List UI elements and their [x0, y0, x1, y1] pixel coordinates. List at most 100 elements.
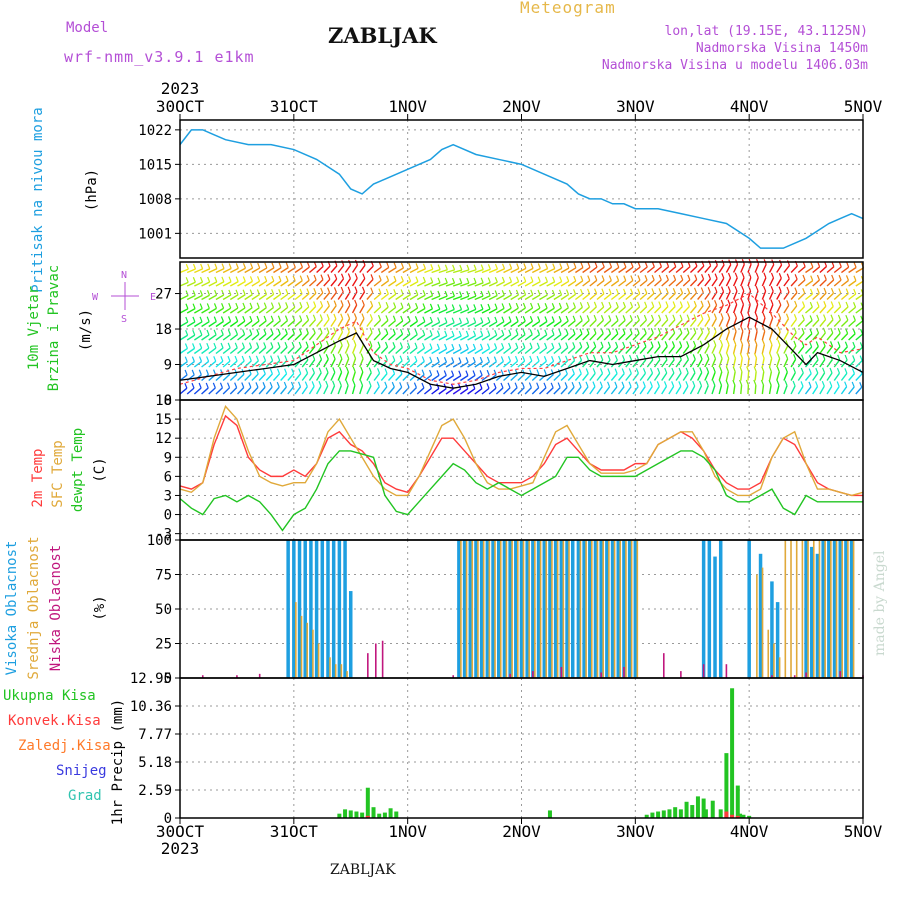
- wind-barb: [567, 267, 577, 274]
- cloud-mid-bar: [346, 671, 348, 678]
- precip-total-bar: [337, 813, 342, 818]
- wind-barb-flag: [326, 340, 330, 347]
- cloud-high-bar: [553, 540, 558, 678]
- wind-barb-flag: [306, 275, 310, 281]
- wind-barb: [646, 359, 654, 368]
- wind-barb: [208, 387, 216, 395]
- wind-barb: [294, 346, 302, 354]
- wind-barb: [445, 361, 455, 368]
- wind-barb-flag: [769, 353, 773, 359]
- wind-barb: [596, 306, 605, 314]
- y-tick-label: 18: [155, 393, 172, 409]
- wind-barb: [632, 279, 641, 287]
- wind-barb-flag: [823, 287, 827, 294]
- wind-barb: [366, 265, 374, 273]
- wind-barb: [387, 386, 395, 395]
- cloud-high-bar: [775, 602, 780, 678]
- cloud-mid-bar: [471, 540, 474, 678]
- wind-barb-flag: [318, 354, 323, 360]
- sfc-temp-line: [179, 405, 864, 497]
- wind-barb-flag: [472, 343, 476, 350]
- wind-barb-flag: [719, 353, 723, 359]
- cloud-high-bar: [320, 540, 325, 678]
- wind-barb: [538, 387, 547, 395]
- wind-barb-flag: [184, 382, 188, 389]
- wind-barb-flag: [430, 290, 434, 296]
- wind-barb: [689, 318, 697, 327]
- wind-barb: [215, 334, 224, 341]
- wind-barb: [819, 265, 827, 274]
- wind-barb-flag: [579, 315, 583, 321]
- wind-barb-flag: [734, 299, 738, 305]
- wind-barb-flag: [671, 341, 675, 347]
- wind-barb: [618, 386, 625, 395]
- cloud-high-bar: [582, 540, 586, 678]
- wind-barb: [438, 321, 448, 328]
- wind-barb-flag: [844, 354, 848, 361]
- wind-barb: [632, 346, 640, 354]
- wind-barb: [812, 332, 820, 341]
- wind-barb: [783, 358, 789, 368]
- y-tick-label: 1008: [138, 192, 172, 208]
- wind-barb-flag: [385, 301, 389, 308]
- wind-barb-flag: [714, 286, 718, 293]
- wind-barb-flag: [586, 301, 590, 308]
- wind-barb-flag: [762, 299, 766, 305]
- cloud-mid-bar: [636, 540, 639, 678]
- wind-barb: [510, 360, 519, 368]
- wind-barb: [725, 344, 730, 354]
- precip-total-bar: [730, 688, 735, 818]
- x-tick-label-top: 1NOV: [388, 97, 427, 116]
- wind-barb-flag: [643, 314, 647, 321]
- wind-barb: [618, 280, 627, 287]
- cloud-high-bar: [326, 540, 330, 678]
- wind-barb-flag: [593, 301, 597, 308]
- wind-barb: [517, 387, 525, 395]
- wind-barb: [826, 345, 834, 354]
- wind-barb-flag: [679, 301, 683, 307]
- wind-barb-flag: [220, 316, 224, 322]
- wind-barb-flag: [741, 272, 745, 278]
- wind-barb-flag: [700, 300, 704, 307]
- wind-barb-flag: [340, 313, 344, 319]
- wind-barb: [848, 266, 857, 274]
- wind-barb-flag: [257, 276, 261, 282]
- wind-barb: [510, 320, 519, 328]
- precip-total-bar: [690, 805, 695, 818]
- wind-barb-flag: [408, 262, 412, 269]
- wind-barb: [481, 321, 491, 328]
- wind-barb-flag: [558, 316, 562, 322]
- wind-barb-flag: [770, 272, 775, 279]
- wind-barb: [272, 373, 281, 381]
- wind-barb-flag: [686, 341, 690, 347]
- wind-barb-flag: [658, 288, 662, 294]
- wind-barb: [251, 373, 259, 381]
- wind-barb-flag: [727, 299, 731, 305]
- wind-barb-flag: [494, 303, 498, 309]
- wind-barb: [589, 293, 598, 301]
- precip-legend-item: Ukupna Kisa: [3, 688, 96, 704]
- wind-barb: [704, 345, 710, 354]
- wind-barb: [488, 281, 498, 287]
- wind-barb-flag: [429, 369, 433, 376]
- wind-barb-flag: [586, 315, 590, 321]
- wind-barb-flag: [793, 327, 797, 333]
- wind-barb: [366, 385, 372, 395]
- wind-barb-flag: [747, 325, 751, 332]
- wind-barb-flag: [658, 301, 662, 307]
- wind-barb-flag: [651, 288, 655, 294]
- wind-barb: [337, 385, 342, 395]
- wind-barb-flag: [370, 274, 374, 280]
- compass-w: W: [92, 292, 99, 303]
- wind-barb: [625, 266, 634, 274]
- wind-barb-flag: [622, 315, 626, 321]
- wind-barb-flag: [369, 314, 373, 320]
- cloud-high-bar: [303, 540, 307, 678]
- wind-barb-flag: [508, 342, 512, 349]
- cloud-high-bar: [588, 540, 592, 678]
- wind-barb-flag: [408, 276, 412, 282]
- wind-barb-flag: [720, 299, 724, 306]
- wind-barb: [330, 265, 338, 273]
- product-label: Meteogram: [520, 0, 616, 17]
